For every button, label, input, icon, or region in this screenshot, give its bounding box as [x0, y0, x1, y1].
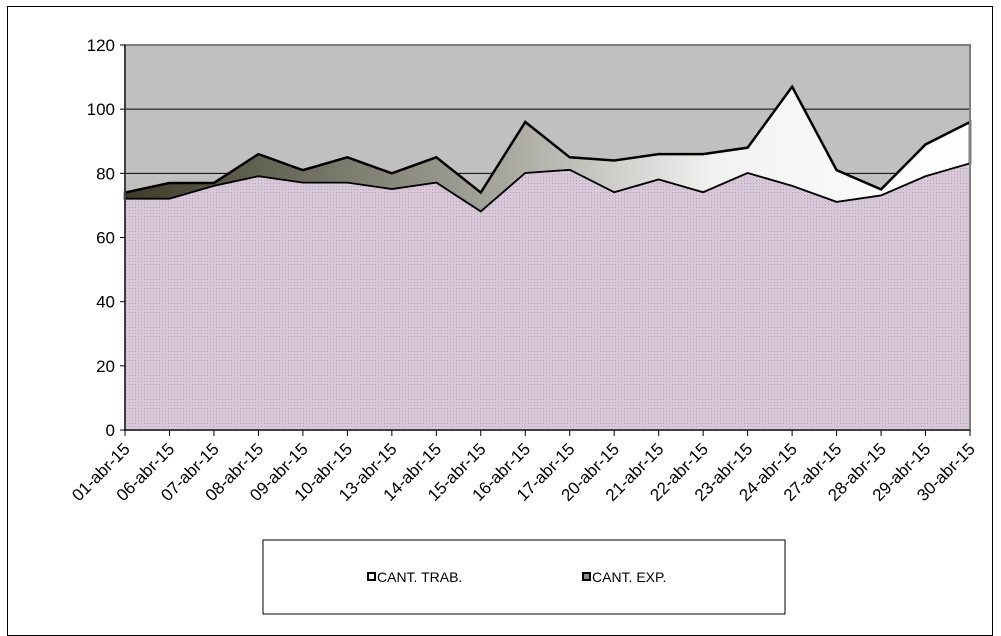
y-tick-label: 120 — [87, 36, 115, 55]
legend-label: CANT. EXP. — [592, 569, 666, 585]
y-axis: 0 20 40 60 80 100 120 — [87, 36, 125, 440]
y-tick-label: 40 — [96, 293, 115, 312]
y-tick-label: 0 — [106, 421, 115, 440]
y-tick-label: 100 — [87, 100, 115, 119]
legend-box — [262, 539, 786, 615]
y-tick-label: 80 — [96, 164, 115, 183]
y-tick-label: 20 — [96, 357, 115, 376]
legend-swatch — [367, 572, 376, 581]
legend: CANT. TRAB. CANT. EXP. — [262, 539, 786, 615]
y-tick-label: 60 — [96, 229, 115, 248]
legend-swatch — [582, 572, 591, 581]
x-axis: 01-abr-1506-abr-1507-abr-1508-abr-1509-a… — [68, 430, 979, 505]
legend-label: CANT. TRAB. — [377, 569, 462, 585]
area-cant-trab — [124, 162, 971, 431]
